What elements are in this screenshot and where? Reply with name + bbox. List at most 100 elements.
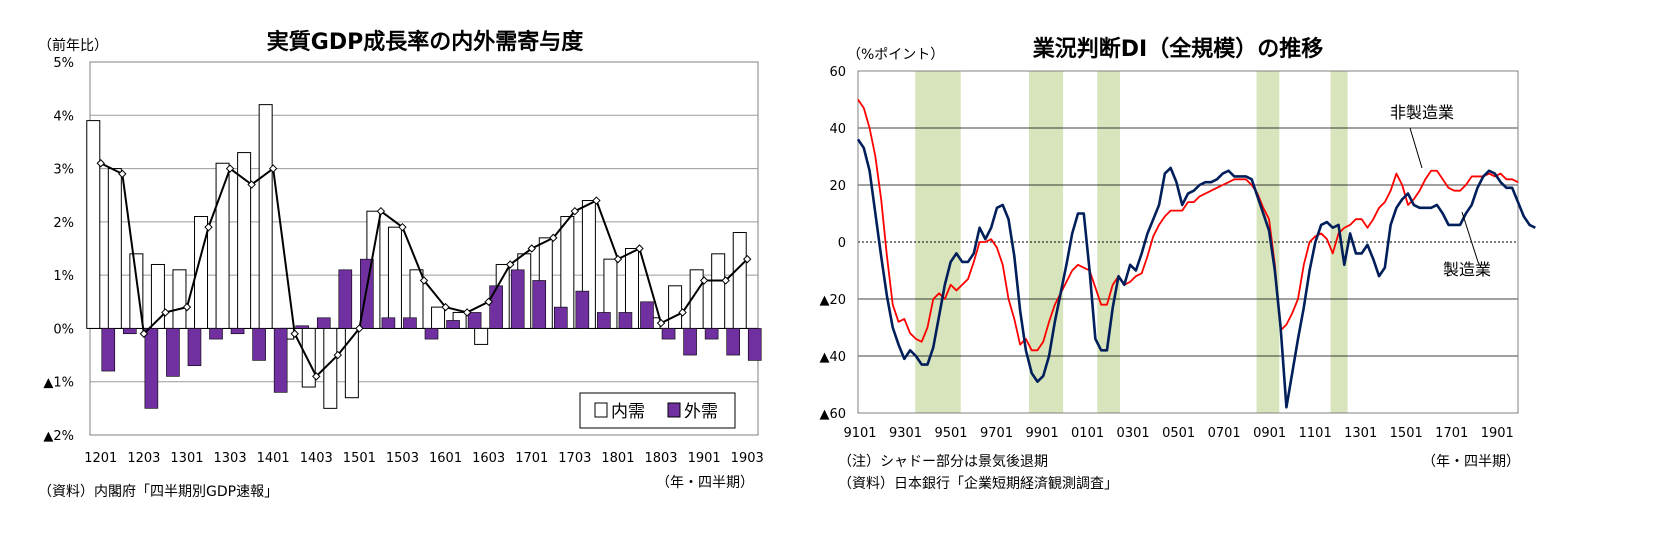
domestic-bar [431, 306, 446, 329]
annotation-manufacturing: 製造業 [1443, 260, 1491, 279]
gdp-x-axis-label: （年・四半期） [656, 475, 754, 491]
di-x-tick-label: 0301 [1117, 426, 1150, 441]
di-y-tick-label: 0 [838, 236, 846, 251]
legend-external-swatch [667, 402, 681, 418]
external-bar [316, 317, 331, 329]
di-y-tick-labels: 60 40 20 0 ▲20 ▲40 ▲60 [819, 65, 846, 422]
di-chart: 業況判断DI（全規模）の推移 （%ポイント） 6040200▲20▲40▲60 … [819, 36, 1536, 492]
external-bar [726, 328, 740, 356]
gdp-growth-point [290, 329, 299, 338]
gdp-y-tick-label: ▲1% [43, 376, 74, 391]
di-x-axis-label: （年・四半期） [1422, 454, 1520, 470]
gdp-growth-line [96, 159, 752, 381]
gdp-x-tick-label: 1203 [127, 451, 160, 466]
gdp-y-axis-label: （前年比） [38, 37, 108, 54]
gdp-growth-point [613, 254, 623, 264]
di-x-tick-label: 0901 [1253, 426, 1286, 441]
gdp-x-tick-label: 1801 [601, 451, 634, 466]
external-bar [489, 285, 503, 329]
gdp-x-tick-label: 1603 [472, 451, 505, 466]
gdp-chart: 実質GDP成長率の内外需寄与度 （前年比） 5% 4% 3% 2% 1% 0% ▲1% ▲2%… [38, 29, 764, 500]
di-y-tick-label: ▲60 [819, 407, 846, 422]
di-x-tick-label: 9501 [934, 426, 967, 441]
gdp-growth-point [225, 164, 235, 173]
external-bar [618, 312, 633, 329]
gdp-growth-point [592, 196, 601, 205]
external-bar [553, 306, 568, 329]
gdp-growth-point [161, 308, 170, 317]
domestic-bar [86, 120, 101, 329]
external-bar [661, 328, 676, 340]
external-bar [381, 317, 396, 329]
gdp-x-tick-label: 1601 [429, 451, 462, 466]
gdp-growth-point [484, 297, 493, 306]
gdp-x-tick-label: 1903 [731, 451, 764, 466]
domestic-bar [107, 168, 122, 329]
gdp-growth-point [139, 329, 149, 338]
external-bar [510, 269, 525, 329]
external-bar [640, 301, 654, 329]
gdp-growth-point [376, 206, 386, 216]
annotation-non-manufacturing: 非製造業 [1390, 103, 1454, 122]
di-chart-title: 業況判断DI（全規模）の推移 [1033, 36, 1323, 62]
gdp-y-tick-label: 0% [53, 322, 74, 337]
gdp-growth-point [549, 233, 558, 243]
di-x-tick-label: 1101 [1299, 426, 1332, 441]
external-bar [532, 280, 547, 329]
gdp-growth-point [656, 318, 666, 328]
annotation-manufacturing-pointer [1461, 211, 1479, 263]
external-bar [424, 328, 439, 340]
external-bar [338, 269, 353, 329]
gdp-x-tick-label: 1503 [386, 451, 419, 466]
gdp-y-tick-labels: 5% 4% 3% 2% 1% 0% ▲1% ▲2% [43, 56, 74, 444]
di-y-axis-label: （%ポイント） [847, 47, 944, 63]
di-x-tick-label: 9101 [843, 426, 876, 441]
external-bar [101, 328, 116, 372]
gdp-x-tick-label: 1803 [644, 451, 677, 466]
gdp-growth-point [398, 222, 407, 232]
gdp-growth-point [678, 308, 687, 317]
legend-domestic-swatch [594, 402, 608, 418]
di-gridlines [858, 127, 1518, 357]
gdp-growth-point [355, 324, 364, 333]
external-bar [187, 328, 202, 367]
annotation-non-manufacturing-pointer [1409, 127, 1423, 169]
gdp-y-tick-label: 2% [53, 216, 74, 231]
gdp-growth-point [333, 350, 343, 360]
gdp-growth-point [505, 260, 515, 269]
di-plot-area [857, 70, 1519, 414]
gdp-x-tick-label: 1501 [343, 451, 376, 466]
domestic-bar [172, 269, 187, 329]
gdp-growth-point [635, 244, 644, 253]
external-bar [273, 328, 288, 393]
gdp-source-note: （資料）内閣府「四半期別GDP速報」 [38, 484, 278, 500]
external-bar [403, 317, 417, 329]
gdp-y-tick-label: ▲2% [43, 429, 74, 444]
external-bar [360, 258, 374, 329]
di-y-tick-label: 20 [829, 179, 846, 194]
di-x-tick-label: 1901 [1481, 426, 1514, 441]
external-bar [467, 312, 482, 329]
domestic-bar [387, 226, 402, 329]
gdp-growth-point [96, 159, 105, 168]
domestic-bar [711, 253, 726, 329]
gdp-plot-area [89, 61, 759, 436]
di-x-tick-label: 0701 [1208, 426, 1241, 441]
di-shading-note: （注）シャドー部分は景気後退期 [838, 454, 1048, 470]
di-x-tick-label: 1501 [1390, 426, 1423, 441]
gdp-x-tick-labels: 1201 1203 1301 1303 1401 1403 1501 1503 1601 1603… [84, 451, 764, 466]
di-x-tick-label: 9701 [980, 426, 1013, 441]
gdp-growth-point [527, 244, 536, 253]
gdp-x-tick-label: 1703 [558, 451, 591, 466]
gdp-growth-point [721, 276, 730, 285]
gdp-x-tick-label: 1303 [214, 451, 247, 466]
external-bar [144, 328, 159, 409]
gdp-growth-point [743, 254, 752, 264]
gdp-growth-point [182, 302, 192, 312]
di-x-tick-label: 9901 [1026, 426, 1059, 441]
gdp-growth-point [699, 276, 709, 285]
di-x-tick-label: 1701 [1435, 426, 1468, 441]
gdp-bars [86, 104, 762, 409]
external-bar [704, 328, 719, 340]
